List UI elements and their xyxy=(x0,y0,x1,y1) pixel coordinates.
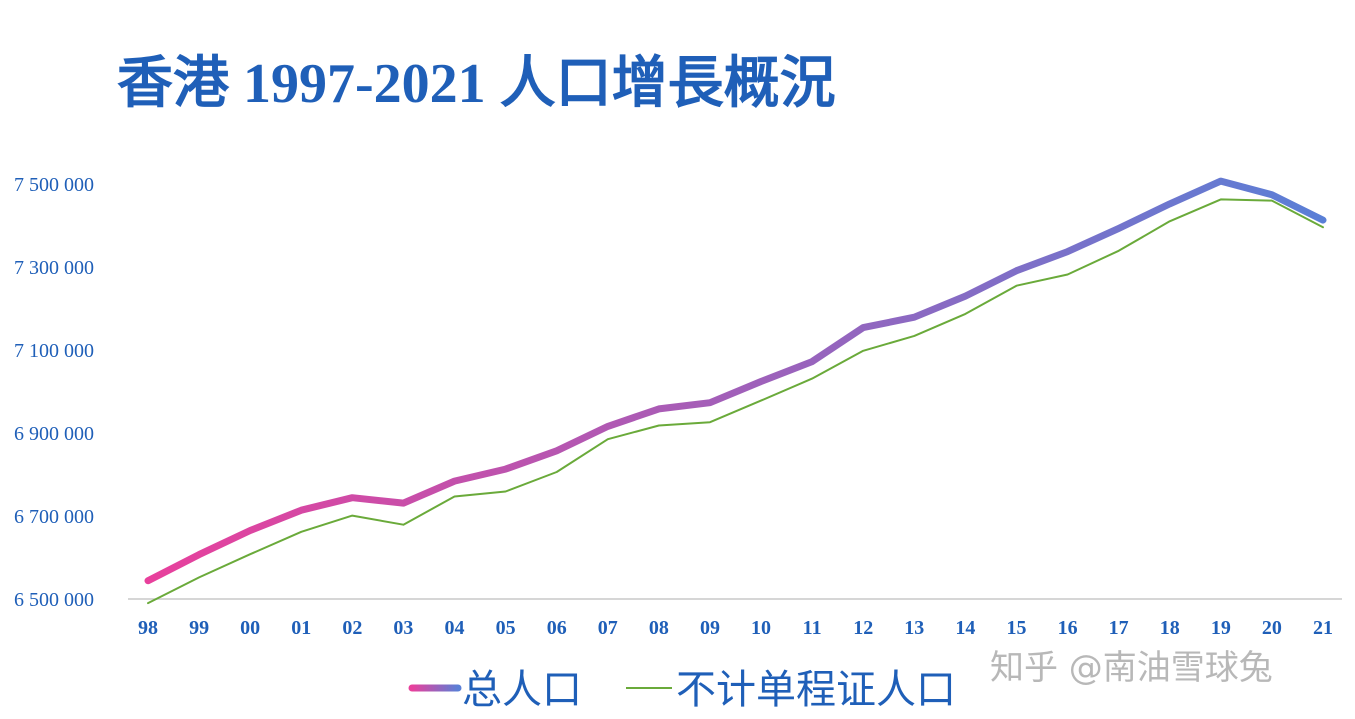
watermark: 知乎 @南油雪球兔 xyxy=(990,648,1273,688)
series-lines xyxy=(144,177,1327,605)
x-axis-ticks: 98 99 00 01 02 03 04 05 06 07 08 09 10 11 12 13 14 15 16 17… xyxy=(138,617,1333,639)
x-tick-label: 12 xyxy=(853,617,873,639)
x-tick-label: 18 xyxy=(1160,617,1180,639)
x-tick-label: 16 xyxy=(1058,617,1078,639)
x-tick-label: 06 xyxy=(547,617,567,639)
x-tick-label: 13 xyxy=(904,617,924,639)
y-axis-ticks: 6 500 000 6 700 000 6 900 000 7 100 000 7 30… xyxy=(14,174,94,611)
x-tick-label: 99 xyxy=(189,617,209,639)
x-tick-label: 03 xyxy=(393,617,413,639)
chart-title: 香港 1997-2021 人口增長概況 xyxy=(117,53,836,115)
x-tick-label: 05 xyxy=(496,617,516,639)
x-tick-label: 15 xyxy=(1006,617,1026,639)
x-tick-label: 02 xyxy=(342,617,362,639)
x-tick-label: 04 xyxy=(445,617,465,639)
y-tick-label: 6 500 000 xyxy=(14,589,94,611)
legend-label-excl: 不计单程证人口 xyxy=(676,667,956,713)
x-tick-label: 14 xyxy=(955,617,975,639)
x-tick-label: 01 xyxy=(291,617,311,639)
x-tick-label: 00 xyxy=(240,617,260,639)
x-tick-label: 07 xyxy=(598,617,618,639)
x-tick-label: 17 xyxy=(1109,617,1129,639)
y-tick-label: 7 500 000 xyxy=(14,174,94,196)
legend-label-total: 总人口 xyxy=(462,667,582,713)
legend: 总人口 不计单程证人口 xyxy=(408,667,956,713)
x-tick-label: 11 xyxy=(803,617,822,639)
y-tick-label: 6 700 000 xyxy=(14,506,94,528)
x-tick-label: 21 xyxy=(1313,617,1333,639)
x-tick-label: 20 xyxy=(1262,617,1282,639)
series-line-excl-one-way-permit xyxy=(147,198,1324,605)
series-line-total xyxy=(144,177,1327,585)
y-tick-label: 7 100 000 xyxy=(14,340,94,362)
x-tick-label: 10 xyxy=(751,617,771,639)
x-tick-label: 08 xyxy=(649,617,669,639)
x-tick-label: 09 xyxy=(700,617,720,639)
x-tick-label: 19 xyxy=(1211,617,1231,639)
y-tick-label: 6 900 000 xyxy=(14,423,94,445)
x-tick-label: 98 xyxy=(138,617,158,639)
y-tick-label: 7 300 000 xyxy=(14,257,94,279)
